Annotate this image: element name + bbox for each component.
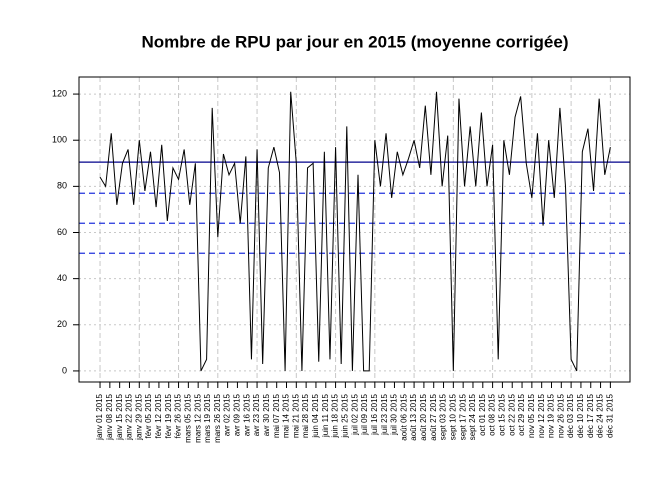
x-tick-label: juin 04 2015 xyxy=(311,393,320,438)
x-tick-label: déc 24 2015 xyxy=(596,393,605,438)
x-tick-label: mars 19 2015 xyxy=(203,393,212,442)
x-tick-label: oct 29 2015 xyxy=(517,393,526,435)
x-tick-label: juil 23 2015 xyxy=(380,393,389,435)
y-tick-label: 120 xyxy=(52,88,67,98)
x-tick-label: avr 23 2015 xyxy=(252,393,261,436)
x-tick-label: mai 14 2015 xyxy=(282,393,291,438)
x-tick-label: avr 02 2015 xyxy=(223,393,232,436)
x-tick-label: déc 17 2015 xyxy=(586,393,595,438)
x-tick-label: oct 01 2015 xyxy=(478,393,487,435)
x-tick-label: févr 26 2015 xyxy=(174,393,183,438)
x-tick-label: juil 30 2015 xyxy=(390,393,399,435)
x-tick-label: oct 15 2015 xyxy=(498,393,507,435)
x-tick-label: août 20 2015 xyxy=(419,393,428,440)
x-tick-label: déc 31 2015 xyxy=(605,393,614,438)
x-tick-label: janv 22 2015 xyxy=(125,393,134,440)
x-tick-label: mai 07 2015 xyxy=(272,393,281,438)
x-tick-label: janv 29 2015 xyxy=(134,393,143,440)
y-tick-label: 40 xyxy=(57,273,67,283)
x-tick-label: août 06 2015 xyxy=(399,393,408,440)
x-tick-label: juil 16 2015 xyxy=(370,393,379,435)
x-tick-label: sept 10 2015 xyxy=(448,393,457,440)
x-tick-label: janv 15 2015 xyxy=(115,393,124,440)
x-tick-label: juil 02 2015 xyxy=(350,393,359,435)
x-tick-label: mai 28 2015 xyxy=(301,393,310,438)
x-tick-label: mars 12 2015 xyxy=(193,393,202,442)
x-tick-label: janv 01 2015 xyxy=(95,393,104,440)
x-tick-label: avr 30 2015 xyxy=(262,393,271,436)
plot-frame xyxy=(78,76,631,383)
x-tick-label: avr 09 2015 xyxy=(233,393,242,436)
data-line xyxy=(99,91,611,372)
x-tick-label: févr 05 2015 xyxy=(144,393,153,438)
x-tick-label: mai 21 2015 xyxy=(291,393,300,438)
x-tick-label: nov 19 2015 xyxy=(547,393,556,438)
x-tick-label: août 27 2015 xyxy=(429,393,438,440)
y-tick-label: 0 xyxy=(62,365,67,375)
x-tick-label: sept 24 2015 xyxy=(468,393,477,440)
x-tick-label: sept 03 2015 xyxy=(439,393,448,440)
x-tick-label: juin 11 2015 xyxy=(321,393,330,438)
x-tick-label: févr 19 2015 xyxy=(164,393,173,438)
y-tick-label: 60 xyxy=(57,227,67,237)
x-tick-label: avr 16 2015 xyxy=(242,393,251,436)
x-tick-label: sept 17 2015 xyxy=(458,393,467,440)
chart-title: Nombre de RPU par jour en 2015 (moyenne … xyxy=(141,32,568,51)
x-tick-label: oct 22 2015 xyxy=(507,393,516,435)
x-tick-label: juin 18 2015 xyxy=(331,393,340,438)
x-tick-label: nov 26 2015 xyxy=(556,393,565,438)
x-tick-label: janv 08 2015 xyxy=(105,393,114,440)
x-tick-label: nov 05 2015 xyxy=(527,393,536,438)
x-tick-label: déc 10 2015 xyxy=(576,393,585,438)
x-tick-label: juin 25 2015 xyxy=(340,393,349,438)
x-tick-label: mars 26 2015 xyxy=(213,393,222,442)
x-tick-label: juil 09 2015 xyxy=(360,393,369,435)
x-tick-label: mars 05 2015 xyxy=(183,393,192,442)
x-tick-label: oct 08 2015 xyxy=(488,393,497,435)
y-tick-label: 100 xyxy=(52,135,67,145)
x-tick-label: nov 12 2015 xyxy=(537,393,546,438)
y-tick-label: 80 xyxy=(57,181,67,191)
x-tick-label: févr 12 2015 xyxy=(154,393,163,438)
x-tick-label: déc 03 2015 xyxy=(566,393,575,438)
y-tick-label: 20 xyxy=(57,319,67,329)
x-tick-label: août 13 2015 xyxy=(409,393,418,440)
